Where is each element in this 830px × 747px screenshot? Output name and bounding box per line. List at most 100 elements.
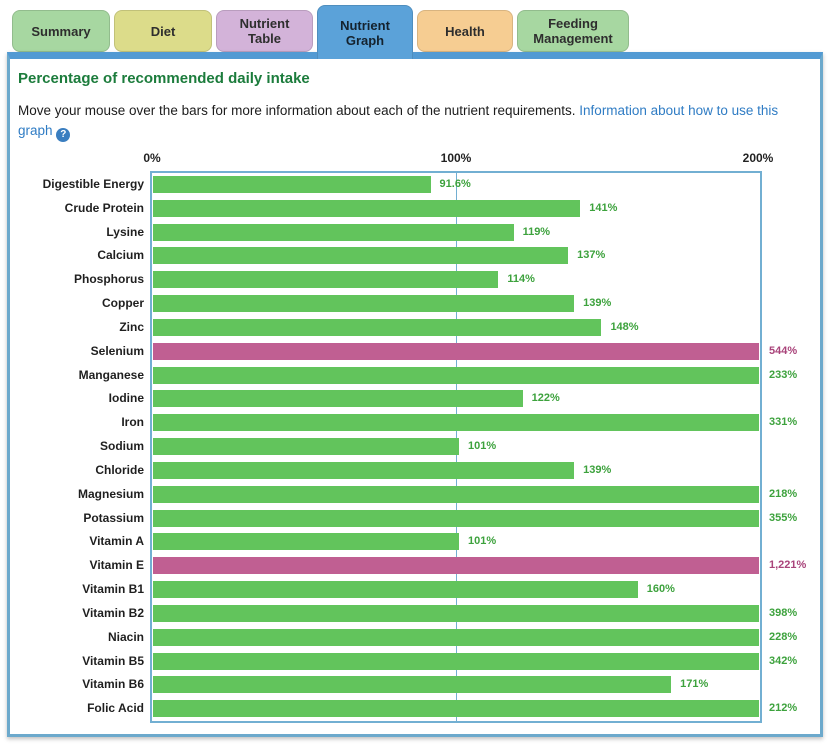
chart-description: Move your mouse over the bars for more i… <box>18 101 802 142</box>
bar-phosphorus[interactable] <box>153 271 499 289</box>
tab-health[interactable]: Health <box>417 10 513 52</box>
bar-magnesium[interactable] <box>153 485 759 503</box>
bar-value: 139% <box>583 463 612 476</box>
bar-folic-acid[interactable] <box>153 700 759 718</box>
tab-label: Nutrient Table <box>239 16 290 46</box>
chart-row: Zinc 148% <box>119 316 760 340</box>
chart-row: Vitamin A 101% <box>89 530 760 554</box>
bar-vitamin-e[interactable] <box>153 557 759 575</box>
bar-iodine[interactable] <box>153 390 523 408</box>
row-label: Magnesium <box>77 486 144 501</box>
row-label: Vitamin A <box>89 534 144 549</box>
axis-tick-0: 0% <box>143 151 161 165</box>
chart-row: Iodine 122% <box>109 387 760 411</box>
row-label: Iodine <box>108 391 144 406</box>
tab-summary[interactable]: Summary <box>12 10 110 52</box>
chart-row: Vitamin B5 342% <box>82 650 797 674</box>
row-label: Niacin <box>107 629 144 644</box>
bar-vitamin-b5[interactable] <box>153 652 759 670</box>
row-label: Phosphorus <box>73 272 144 287</box>
chart-row: Magnesium 218% <box>78 483 797 507</box>
plot-area: Digestible Energy 91.6% Crude Protein 141% L… <box>43 171 806 723</box>
tab-label: Feeding Management <box>533 16 613 46</box>
description-text: Move your mouse over the bars for more i… <box>18 103 580 118</box>
chart-row: Vitamin B6 171% <box>82 673 760 697</box>
bar-value: 233% <box>769 368 798 381</box>
bar-vitamin-b6[interactable] <box>153 676 672 694</box>
bar-vitamin-a[interactable] <box>153 533 460 551</box>
bar-vitamin-b2[interactable] <box>153 604 759 622</box>
bar-value: 101% <box>468 535 497 548</box>
tab-label: Diet <box>150 23 176 39</box>
bar-calcium[interactable] <box>153 247 569 265</box>
bar-value: 101% <box>468 440 497 453</box>
bar-vitamin-b1[interactable] <box>153 581 638 599</box>
bar-zinc[interactable] <box>153 318 602 336</box>
chart-row: Copper 139% <box>102 292 760 316</box>
row-label: Selenium <box>90 343 144 358</box>
bar-value: 114% <box>507 273 535 286</box>
row-label: Folic Acid <box>87 701 144 716</box>
row-label: Vitamin E <box>89 558 144 573</box>
bar-value: 218% <box>769 487 798 500</box>
bar-manganese[interactable] <box>153 366 759 384</box>
help-link[interactable]: Information about how to use this graph <box>18 103 779 138</box>
tab-nutrient-graph[interactable]: Nutrient Graph <box>317 5 413 59</box>
row-label: Digestible Energy <box>42 177 144 191</box>
row-label: Manganese <box>78 367 144 382</box>
bar-value: 342% <box>769 654 798 667</box>
chart-row: Vitamin B2 398% <box>82 602 797 626</box>
axis-tick-100: 100% <box>440 151 472 165</box>
axis-tick-200: 200% <box>742 151 774 165</box>
row-label: Sodium <box>100 439 144 454</box>
bar-value: 228% <box>769 630 798 643</box>
chart-row: Lysine 119% <box>106 221 760 245</box>
chart-row: Iron 331% <box>121 411 797 435</box>
chart-row: Phosphorus 114% <box>74 268 760 292</box>
row-label: Copper <box>102 296 144 311</box>
row-label: Lysine <box>106 224 144 239</box>
tab-feeding-management[interactable]: Feeding Management <box>517 10 629 52</box>
bar-value: 139% <box>583 297 612 310</box>
bar-iron[interactable] <box>153 414 759 432</box>
chart-row: Vitamin B1 160% <box>82 578 760 602</box>
bar-selenium[interactable] <box>153 342 759 360</box>
chart-row: Digestible Energy 91.6% <box>43 173 760 197</box>
bar-copper[interactable] <box>153 295 575 313</box>
row-label: Iron <box>121 415 144 430</box>
row-label: Vitamin B5 <box>82 653 144 668</box>
bar-potassium[interactable] <box>153 509 759 527</box>
bar-lysine[interactable] <box>153 223 514 241</box>
chart-row: Manganese 233% <box>79 364 797 388</box>
chart-row: Niacin 228% <box>108 626 797 650</box>
chart-row: Vitamin E 1,221% <box>90 554 806 578</box>
row-label: Vitamin B1 <box>82 582 144 597</box>
bar-value: 137% <box>577 249 606 262</box>
bar-value: 171% <box>680 678 709 691</box>
chart-row: Folic Acid 212% <box>87 697 797 721</box>
bar-value: 331% <box>769 416 798 429</box>
chart-row: Selenium 544% <box>91 340 797 364</box>
row-label: Vitamin B2 <box>82 605 144 620</box>
row-label: Calcium <box>97 248 144 263</box>
chart-row: Potassium 355% <box>83 507 797 531</box>
bar-value: 119% <box>522 225 551 238</box>
bar-value: 398% <box>769 606 798 619</box>
row-label: Potassium <box>83 510 144 525</box>
bar-sodium[interactable] <box>153 438 460 456</box>
row-label: Chloride <box>95 462 144 477</box>
row-label: Vitamin B6 <box>82 677 144 692</box>
bar-niacin[interactable] <box>153 628 759 646</box>
chart-row: Calcium 137% <box>97 244 760 268</box>
tab-diet[interactable]: Diet <box>114 10 212 52</box>
bar-value: 148% <box>610 320 639 333</box>
tab-nutrient-table[interactable]: Nutrient Table <box>216 10 313 52</box>
page-title: Percentage of recommended daily intake <box>18 70 310 87</box>
bar-digestible-energy[interactable] <box>153 176 431 193</box>
help-icon[interactable]: ? <box>56 128 71 142</box>
bar-chloride[interactable] <box>153 461 575 479</box>
chart-row: Sodium 101% <box>100 435 760 459</box>
chart-row: Chloride 139% <box>95 459 760 483</box>
bar-crude-protein[interactable] <box>153 199 581 217</box>
